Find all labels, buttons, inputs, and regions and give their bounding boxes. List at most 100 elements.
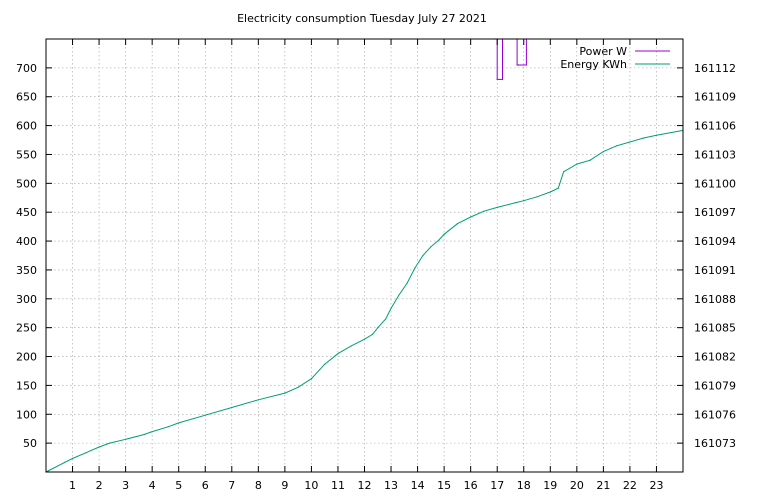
- series-1-point: [438, 239, 440, 241]
- axes: 1 2 3 4 5 6 7 8 9 10 11 12 13 14 15 16 17 18 19 20 21 22 23501…: [16, 38, 736, 492]
- series-1-point: [151, 430, 153, 433]
- x-tick-label: 21: [596, 479, 610, 492]
- series-1-point: [377, 327, 379, 329]
- series-1-point: [204, 414, 206, 416]
- y-left-tick-label: 450: [16, 206, 37, 219]
- series-1-point: [523, 200, 525, 202]
- y-right-tick-label: 161073: [694, 437, 736, 450]
- series-1-point: [324, 363, 326, 365]
- x-tick-label: 6: [202, 479, 209, 492]
- y-left-tick-label: 400: [16, 235, 37, 248]
- x-tick-label: 4: [149, 479, 156, 492]
- x-tick-label: 11: [331, 479, 345, 492]
- series-1-point: [178, 422, 180, 424]
- plot-border: [45, 38, 684, 473]
- series-1-point: [85, 452, 87, 454]
- series-1-point: [310, 378, 313, 380]
- series-1-point: [655, 134, 658, 136]
- series-1-point: [390, 307, 392, 310]
- series-1-point: [406, 282, 408, 285]
- series-1-point: [602, 150, 604, 153]
- series-1-point: [496, 206, 498, 208]
- y-right-tick-label: 161094: [694, 235, 736, 248]
- series-1-point: [371, 333, 374, 336]
- y-right-tick-label: 161103: [694, 148, 736, 161]
- series-1-point: [414, 267, 416, 269]
- series-1-point: [337, 353, 339, 355]
- x-tick-label: 12: [358, 479, 372, 492]
- x-tick-label: 10: [304, 479, 318, 492]
- series-1-point: [629, 141, 631, 143]
- series-line-1: [45, 129, 684, 473]
- x-tick-label: 1: [69, 479, 76, 492]
- series-1-point: [257, 399, 259, 401]
- x-tick-label: 23: [649, 479, 663, 492]
- series-0-point: [517, 64, 520, 66]
- series-1-point: [483, 210, 485, 212]
- y-right-tick-label: 161100: [694, 177, 736, 190]
- x-tick-label: 7: [228, 479, 235, 492]
- series-1-point: [642, 137, 644, 139]
- series-0-point: [525, 64, 528, 66]
- y-left-tick-label: 550: [16, 148, 37, 161]
- x-tick-label: 20: [570, 479, 584, 492]
- x-tick-label: 14: [411, 479, 425, 492]
- series-1-point: [562, 171, 565, 173]
- y-left-tick-label: 250: [16, 322, 37, 335]
- series-1-point: [350, 345, 352, 347]
- x-tick-label: 19: [543, 479, 557, 492]
- series-1-point: [363, 338, 366, 340]
- series-1-point: [470, 216, 472, 218]
- x-tick-label: 8: [255, 479, 262, 492]
- legend-energy-label: Energy KWh: [560, 58, 627, 71]
- y-left-tick-label: 150: [16, 379, 37, 392]
- x-tick-label: 5: [175, 479, 182, 492]
- y-right-tick-label: 161091: [694, 264, 736, 277]
- x-tick-label: 22: [623, 479, 637, 492]
- y-left-tick-label: 600: [16, 120, 37, 133]
- x-tick-label: 18: [517, 479, 531, 492]
- series-1-point: [576, 163, 578, 165]
- series-1-point: [98, 446, 100, 448]
- series-1-point: [71, 457, 74, 460]
- series-0-point: [496, 78, 498, 81]
- y-left-tick-label: 350: [16, 264, 37, 277]
- y-left-tick-label: 500: [16, 177, 37, 190]
- series-1-point: [143, 433, 145, 436]
- series-1-point: [125, 438, 127, 440]
- series-1-point: [398, 294, 400, 296]
- y-right-tick-label: 161082: [694, 351, 736, 364]
- series-1-point: [616, 145, 618, 147]
- series-1-point: [430, 246, 432, 248]
- y-right-tick-label: 161079: [694, 379, 736, 392]
- y-left-tick-label: 700: [16, 62, 37, 75]
- series-1-point: [231, 406, 233, 409]
- series-1-point: [385, 318, 387, 320]
- y-right-tick-label: 161085: [694, 322, 736, 335]
- y-right-tick-label: 161097: [694, 206, 736, 219]
- y-left-tick-label: 200: [16, 351, 37, 364]
- series-1-point: [456, 223, 458, 225]
- series-1-point: [515, 201, 517, 204]
- y-right-tick-label: 161076: [694, 408, 736, 421]
- series-1-point: [167, 426, 169, 428]
- grid: [46, 39, 683, 472]
- y-left-tick-label: 650: [16, 91, 37, 104]
- series-1-point: [297, 386, 299, 388]
- y-right-tick-label: 161088: [694, 293, 736, 306]
- chart-title: Electricity consumption Tuesday July 27 …: [237, 12, 487, 25]
- x-tick-label: 15: [437, 479, 451, 492]
- y-right-tick-label: 161106: [694, 120, 736, 133]
- y-left-tick-label: 300: [16, 293, 37, 306]
- y-left-tick-label: 50: [23, 437, 37, 450]
- legend: Power W Energy KWh: [560, 45, 670, 71]
- x-tick-label: 16: [464, 479, 478, 492]
- y-right-tick-label: 161109: [694, 91, 736, 104]
- x-tick-label: 17: [490, 479, 504, 492]
- x-tick-label: 2: [96, 479, 103, 492]
- series-1-point: [63, 461, 66, 463]
- series-1-point: [557, 187, 559, 189]
- series-1-point: [589, 159, 591, 161]
- series-line-0: [495, 38, 527, 80]
